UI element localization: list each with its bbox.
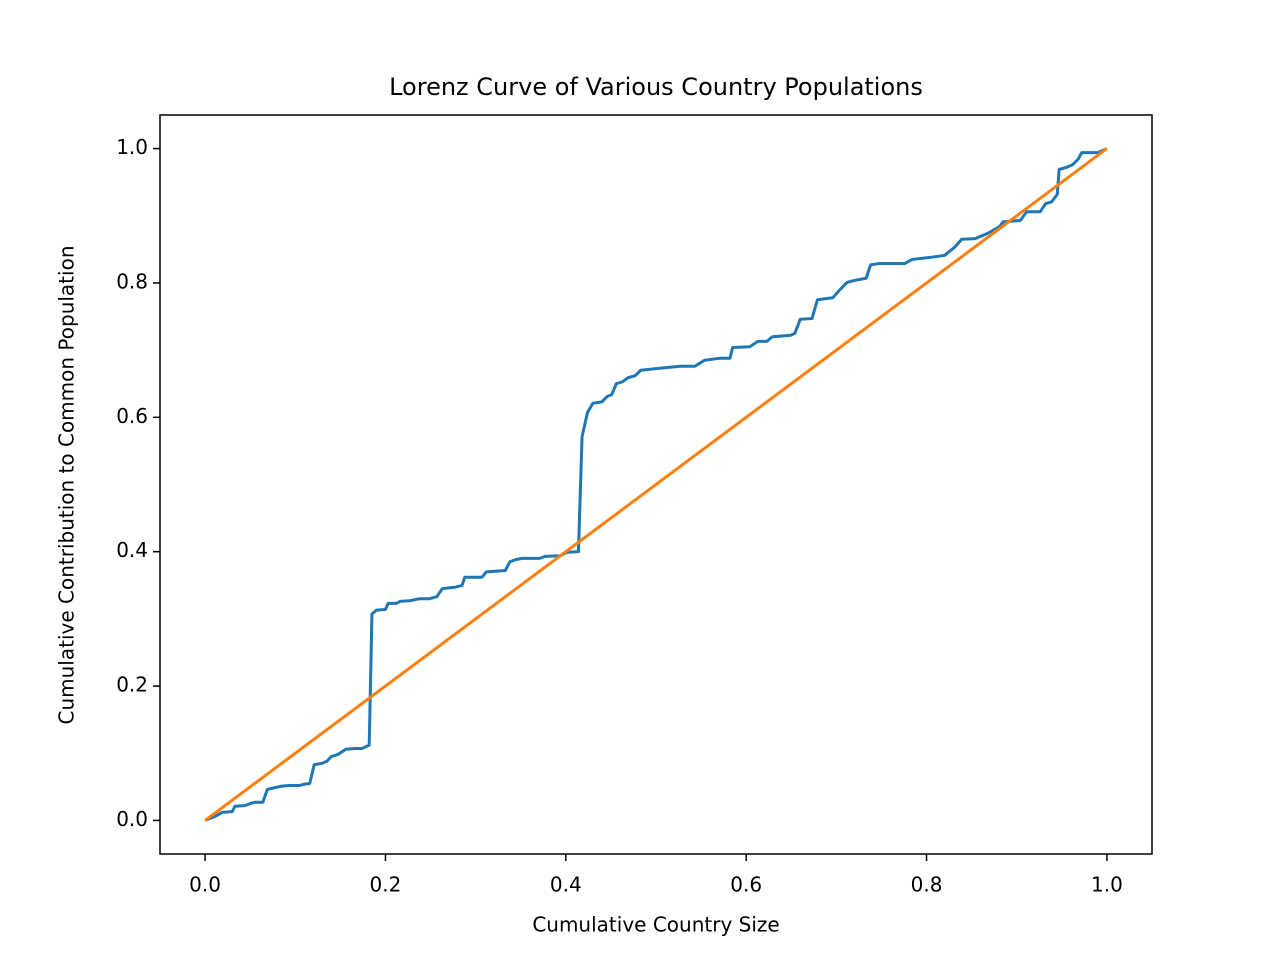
line-series <box>204 147 1108 822</box>
x-axis-label: Cumulative Country Size <box>532 913 779 937</box>
y-tick-label: 1.0 <box>116 135 148 159</box>
line-series <box>204 147 1108 822</box>
y-tick-label: 0.0 <box>116 807 148 831</box>
x-tick-label: 0.0 <box>189 873 221 897</box>
y-tick-label: 0.4 <box>116 538 148 562</box>
plot-frame <box>159 114 1153 855</box>
x-tick-label: 0.2 <box>370 873 402 897</box>
chart-title: Lorenz Curve of Various Country Populati… <box>389 73 923 101</box>
x-tick-label: 0.6 <box>730 873 762 897</box>
y-tick-label: 0.6 <box>116 404 148 428</box>
x-tick-label: 0.4 <box>550 873 582 897</box>
x-tick-label: 0.8 <box>911 873 943 897</box>
y-tick-label: 0.2 <box>116 673 148 697</box>
y-tick-label: 0.8 <box>116 269 148 293</box>
x-tick-label: 1.0 <box>1091 873 1123 897</box>
y-axis-label: Cumulative Contribution to Common Popula… <box>55 246 79 725</box>
